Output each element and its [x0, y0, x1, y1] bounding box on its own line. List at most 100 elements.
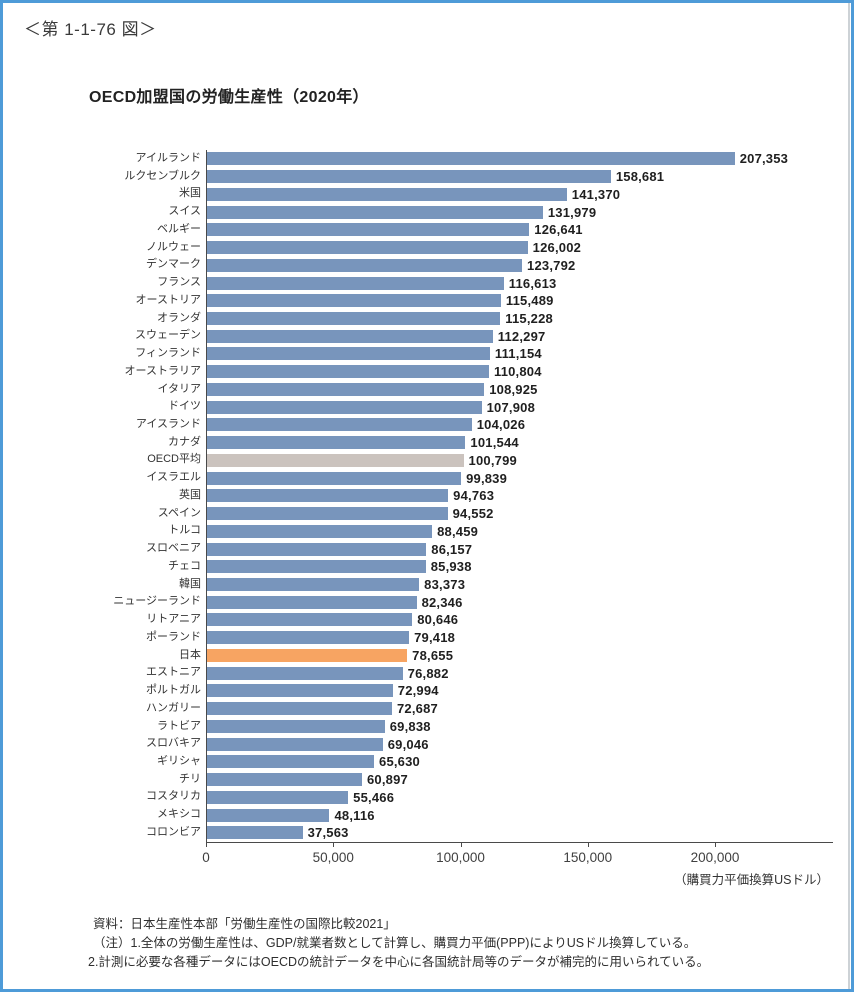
bar-value-label: 55,466 — [353, 789, 395, 805]
x-axis-tick-label: 150,000 — [563, 849, 613, 865]
bar — [207, 365, 489, 379]
bar-value-label: 115,228 — [505, 310, 553, 326]
bar-value-label: 99,839 — [466, 470, 508, 486]
bar-track: 104,026 — [206, 416, 833, 434]
bar — [207, 790, 349, 804]
bar — [207, 258, 523, 272]
bar-value-label: 131,979 — [547, 204, 597, 220]
bar-category-label: リトアニア — [146, 613, 201, 626]
bar-value-label: 112,297 — [497, 328, 546, 344]
bar — [207, 294, 501, 308]
bar-row: スウェーデン 112,297 — [88, 327, 833, 346]
bar-value-label: 100,799 — [468, 452, 517, 468]
bar-category-label: スロバキア — [146, 737, 201, 750]
bar-value-label: 110,804 — [493, 364, 542, 380]
bar-category-label: ルクセンブルク — [124, 169, 201, 182]
bar-track: 108,925 — [206, 380, 833, 399]
bar-track: 101,544 — [206, 433, 833, 452]
bar-row: スペイン 94,552 — [88, 504, 833, 523]
bar-track: 86,157 — [206, 540, 833, 558]
bar — [207, 436, 466, 450]
bar-row: メキシコ 48,116 — [88, 806, 833, 824]
bar-row: スイス 131,979 — [88, 203, 833, 221]
bar-track: 116,613 — [206, 274, 833, 292]
bar-row: イタリア 108,925 — [88, 380, 833, 399]
bar — [207, 826, 303, 840]
bar-value-label: 69,046 — [387, 736, 429, 752]
bar-category-label: ギリシャ — [157, 754, 201, 767]
bar — [207, 577, 420, 591]
bar — [207, 773, 362, 787]
bar-category-label: ドイツ — [168, 400, 201, 413]
bar-category-label: チリ — [179, 772, 201, 785]
bar-row: ギリシャ 65,630 — [88, 752, 833, 771]
bar-track: 55,466 — [206, 788, 833, 807]
bar-value-label: 101,544 — [470, 435, 519, 451]
bar-track: 60,897 — [206, 770, 833, 789]
bar-row: ハンガリー 72,687 — [88, 699, 833, 718]
bar-category-label: フィンランド — [135, 347, 201, 360]
bar-category-label: スウェーデン — [135, 329, 201, 342]
bar — [207, 241, 528, 255]
bar-value-label: 69,838 — [389, 718, 431, 734]
bar-row: チリ 60,897 — [88, 770, 833, 789]
bar — [207, 489, 449, 503]
bar-track: 83,373 — [206, 575, 833, 594]
bar-track: 112,297 — [206, 327, 833, 346]
bar-category-label: スイス — [168, 205, 201, 218]
bar-value-label: 107,908 — [486, 399, 536, 415]
bar-value-label: 76,882 — [407, 665, 449, 681]
bar-category-label: スロベニア — [146, 542, 201, 555]
bar-row: リトアニア 80,646 — [88, 611, 833, 629]
bar-value-label: 88,459 — [437, 523, 479, 539]
bar-category-label: オーストリア — [135, 293, 201, 306]
bar-track: 80,646 — [206, 611, 833, 629]
bar-category-label: イタリア — [157, 382, 201, 395]
bar — [207, 631, 410, 645]
bar-track: 72,687 — [206, 699, 833, 718]
bar-row: オランダ 115,228 — [88, 309, 833, 328]
bar-category-label: メキシコ — [157, 808, 201, 821]
bar — [207, 595, 417, 609]
bar-row: ドイツ 107,908 — [88, 398, 833, 417]
bar-row: エストニア 76,882 — [88, 664, 833, 683]
bar-row: 英国 94,763 — [88, 486, 833, 505]
bar-track: 123,792 — [206, 256, 833, 275]
bar-track: 37,563 — [206, 823, 833, 842]
bar-track: 82,346 — [206, 593, 833, 612]
bar-value-label: 158,681 — [615, 169, 665, 185]
bar-value-label: 72,687 — [396, 701, 438, 717]
bar-value-label: 85,938 — [430, 559, 472, 575]
bar-value-label: 80,646 — [417, 612, 459, 628]
bar-row: ポルトガル 72,994 — [88, 682, 833, 700]
bar-row: スロバキア 69,046 — [88, 735, 833, 753]
bar — [207, 418, 472, 432]
bar — [207, 205, 543, 219]
bar-category-label: チェコ — [168, 559, 201, 572]
bar — [207, 524, 433, 538]
bar — [207, 808, 330, 822]
bar-category-label: スペイン — [157, 506, 201, 519]
bar-category-label: 英国 — [179, 488, 201, 501]
bar — [207, 170, 611, 184]
bar-row: ベルギー 126,641 — [88, 220, 833, 239]
bar-value-label: 65,630 — [379, 754, 420, 770]
note-1: （注）1.全体の労働生産性は、GDP/就業者数として計算し、購買力平価(PPP)… — [93, 936, 697, 950]
bar-category-label: フランス — [157, 276, 201, 289]
bar-row: ルクセンブルク 158,681 — [88, 167, 833, 186]
figure-number-label: ＜第 1-1-76 図＞ — [24, 20, 157, 39]
bar — [207, 187, 567, 201]
bar-value-label: 108,925 — [489, 381, 538, 397]
bar — [207, 737, 383, 751]
bar-row: OECD平均 100,799 — [88, 451, 833, 470]
bar-value-label: 104,026 — [476, 417, 526, 433]
bar-track: 69,046 — [206, 735, 833, 753]
bar-value-label: 60,897 — [366, 772, 408, 788]
bar-row: ノルウェー 126,002 — [88, 238, 833, 257]
bar-category-label: 韓国 — [179, 577, 201, 590]
bar-value-label: 94,552 — [452, 506, 494, 522]
bar-category-label: 日本 — [179, 648, 201, 661]
bar-track: 69,838 — [206, 717, 833, 736]
bar-track: 110,804 — [206, 362, 833, 381]
